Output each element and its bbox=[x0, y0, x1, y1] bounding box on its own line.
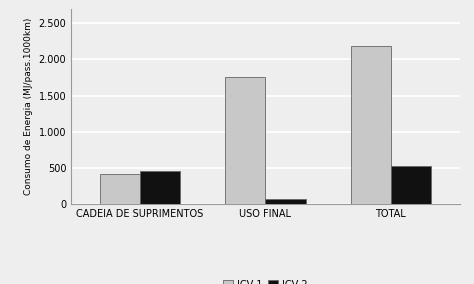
Bar bbox=[100, 174, 140, 204]
Bar bbox=[265, 199, 306, 204]
Bar bbox=[351, 45, 391, 204]
Bar bbox=[391, 166, 431, 204]
Bar bbox=[225, 78, 265, 204]
Y-axis label: Consumo de Energia (MJ/pass.1000km): Consumo de Energia (MJ/pass.1000km) bbox=[24, 18, 33, 195]
Legend: ICV 1, ICV 2: ICV 1, ICV 2 bbox=[219, 276, 311, 284]
Bar bbox=[140, 171, 180, 204]
